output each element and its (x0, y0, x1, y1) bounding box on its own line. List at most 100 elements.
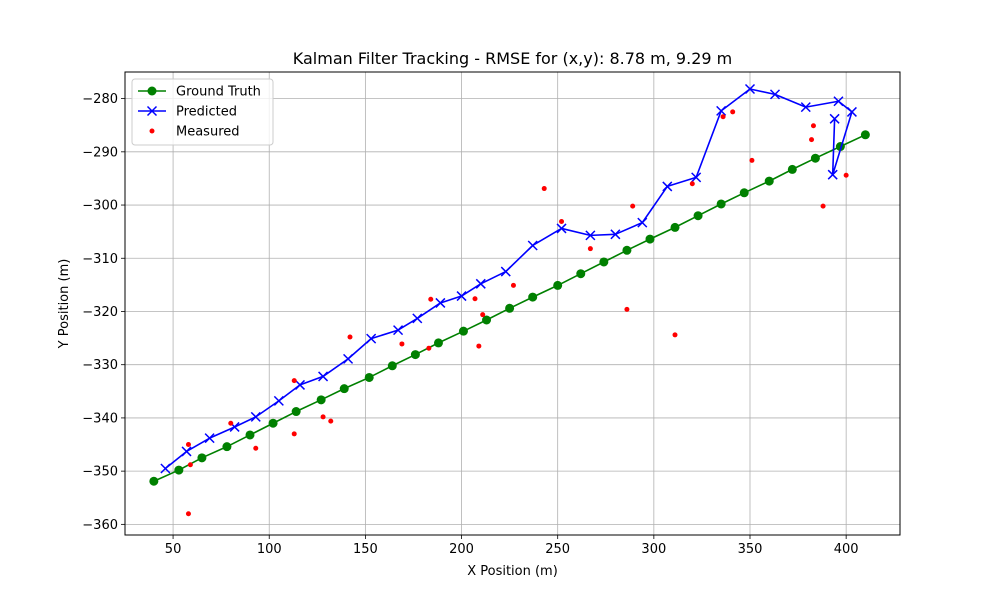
ground-truth-point (410, 350, 420, 360)
predicted-point (475, 278, 486, 289)
x-tick-label: 50 (165, 542, 182, 557)
measured-point (720, 114, 726, 120)
ground-truth-point (291, 407, 301, 417)
series-layer (149, 83, 870, 517)
y-tick-label: −280 (82, 92, 118, 107)
ground-truth-point (860, 130, 870, 140)
measured-point (320, 414, 326, 420)
measured-point (480, 312, 486, 318)
predicted-point (833, 96, 844, 107)
y-tick-label: −340 (82, 411, 118, 426)
measured-point (328, 418, 334, 424)
predicted-point (294, 379, 306, 390)
predicted-point (691, 172, 702, 183)
x-tick-label: 200 (449, 542, 474, 557)
predicted-point (556, 223, 567, 234)
predicted-point (585, 230, 596, 241)
predicted-point (716, 105, 727, 116)
ground-truth-point (222, 442, 232, 452)
y-tick-label: −320 (82, 305, 118, 320)
ground-truth-point (364, 372, 374, 382)
predicted-point (846, 106, 857, 117)
predicted-point (435, 297, 446, 308)
predicted-point (527, 240, 538, 251)
ground-truth-point (764, 176, 774, 186)
measured-point (672, 332, 678, 338)
predicted-point (366, 333, 377, 344)
ground-truth-point (245, 430, 255, 440)
legend-label-ground-truth: Ground Truth (176, 85, 261, 100)
measured-point (476, 343, 482, 349)
measured-point (541, 186, 547, 192)
predicted-point (204, 433, 215, 444)
predicted-point (744, 83, 756, 95)
predicted-point (456, 291, 467, 302)
ground-truth-point (787, 164, 797, 174)
measured-point (291, 431, 297, 437)
x-tick-label: 300 (641, 542, 666, 557)
ground-truth-point (553, 280, 563, 290)
ground-truth-point (622, 245, 632, 255)
y-tick-label: −360 (82, 518, 118, 533)
legend-marker-ground-truth (147, 86, 157, 96)
measured-point (472, 296, 478, 302)
legend-label-measured: Measured (176, 125, 240, 140)
ground-truth-point (599, 257, 609, 267)
measured-point (843, 172, 849, 178)
measured-point (185, 442, 191, 448)
measured-point (347, 334, 353, 340)
ground-truth-point (576, 269, 586, 279)
x-tick-label: 100 (257, 542, 282, 557)
measured-point (689, 181, 695, 187)
y-tick-label: −290 (82, 145, 118, 160)
x-tick-label: 150 (353, 542, 378, 557)
predicted-point (662, 181, 673, 192)
measured-point (587, 246, 593, 252)
predicted-point (318, 371, 329, 382)
y-tick-label: −300 (82, 199, 118, 214)
measured-point (624, 306, 630, 312)
ground-truth-point (316, 395, 326, 405)
measured-point (426, 345, 432, 351)
ground-truth-point (174, 465, 184, 475)
measured-point (630, 203, 636, 209)
predicted-point (610, 229, 621, 240)
ground-truth-point (482, 315, 492, 325)
x-tick-label: 250 (545, 542, 570, 557)
predicted-point (500, 266, 511, 277)
ground-truth-point (149, 476, 159, 486)
y-axis-label: Y Position (m) (57, 259, 72, 350)
predicted-point (181, 446, 192, 457)
predicted-point (637, 217, 648, 228)
measured-point (820, 203, 826, 209)
predicted-point (829, 113, 840, 124)
legend: Ground Truth Predicted Measured (131, 78, 274, 146)
predicted-point (250, 411, 261, 422)
predicted-point (412, 313, 423, 324)
plot-frame (124, 71, 901, 536)
y-tick-label: −310 (82, 252, 118, 267)
y-tick-label: −330 (82, 358, 118, 373)
predicted-point (273, 395, 284, 406)
measured-point (253, 445, 259, 451)
legend-marker-measured (149, 128, 155, 134)
predicted-point (800, 102, 811, 113)
ground-truth-point (197, 453, 207, 463)
predicted-point (769, 89, 781, 100)
measured-point (559, 219, 565, 225)
ground-truth-point (645, 234, 655, 244)
predicted-point (160, 463, 171, 474)
measured-point (428, 296, 434, 302)
y-tick-label: −350 (82, 465, 118, 480)
ground-truth-point (716, 199, 726, 209)
measured-point (291, 378, 297, 384)
x-axis-label: X Position (m) (467, 564, 558, 579)
ground-truth-point (387, 361, 397, 371)
ground-truth-point (810, 153, 820, 163)
measured-point (730, 109, 736, 115)
measured-point (187, 462, 193, 468)
legend-box (131, 78, 274, 146)
ground-truth-point (433, 338, 443, 348)
measured-point (185, 511, 191, 517)
